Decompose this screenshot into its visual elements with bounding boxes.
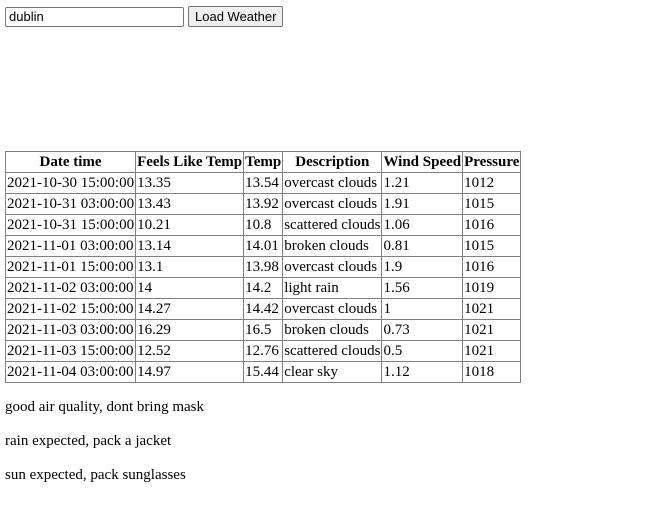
cell-feels-like-temp: 13.14: [135, 235, 245, 257]
sun-message: sun expected, pack sunglasses: [5, 467, 186, 483]
table-row: 2021-11-01 15:00:00 13.1 13.98 overcast clo…: [4, 256, 522, 278]
cell-temp: 14.01: [243, 235, 284, 257]
cell-wind-speed: 0.81: [381, 235, 464, 257]
cell-temp: 10.8: [243, 214, 284, 236]
cell-description: broken clouds: [282, 235, 383, 257]
cell-feels-like-temp: 16.29: [135, 319, 245, 341]
cell-description: overcast clouds: [282, 172, 383, 194]
cell-wind-speed: 1: [381, 298, 464, 320]
table-row: 2021-10-31 03:00:00 13.43 13.92 overcast cl…: [4, 193, 522, 215]
cell-description: light rain: [282, 277, 383, 299]
table-row: 2021-11-04 03:00:00 14.97 15.44 clear sky 1.…: [4, 361, 522, 383]
cell-feels-like-temp: 12.52: [135, 340, 245, 362]
cell-feels-like-temp: 13.35: [135, 172, 245, 194]
cell-pressure: 1015: [462, 235, 522, 257]
cell-date-time: 2021-11-04 03:00:00: [4, 361, 137, 383]
cell-pressure: 1021: [462, 298, 522, 320]
table-row: 2021-10-30 15:00:00 13.35 13.54 overcast cl…: [4, 172, 522, 194]
table-row: 2021-11-03 03:00:00 16.29 16.5 broken cloud…: [4, 319, 522, 341]
cell-description: overcast clouds: [282, 256, 383, 278]
cell-description: overcast clouds: [282, 298, 383, 320]
cell-pressure: 1018: [462, 361, 522, 383]
cell-wind-speed: 1.12: [381, 361, 464, 383]
cell-pressure: 1016: [462, 256, 522, 278]
cell-date-time: 2021-11-03 03:00:00: [4, 319, 137, 341]
cell-date-time: 2021-11-01 15:00:00: [4, 256, 137, 278]
cell-description: overcast clouds: [282, 193, 383, 215]
cell-feels-like-temp: 10.21: [135, 214, 245, 236]
cell-feels-like-temp: 14.27: [135, 298, 245, 320]
cell-description: clear sky: [282, 361, 383, 383]
cell-pressure: 1021: [462, 340, 522, 362]
cell-pressure: 1015: [462, 193, 522, 215]
header-pressure: Pressure: [462, 151, 522, 173]
cell-wind-speed: 1.06: [381, 214, 464, 236]
cell-description: scattered clouds: [282, 340, 383, 362]
cell-wind-speed: 1.91: [381, 193, 464, 215]
header-temp: Temp: [243, 151, 284, 173]
cell-wind-speed: 0.73: [381, 319, 464, 341]
cell-pressure: 1012: [462, 172, 522, 194]
header-feels-like-temp: Feels Like Temp: [135, 151, 245, 173]
cell-temp: 15.44: [243, 361, 284, 383]
header-date-time: Date time: [4, 151, 137, 173]
cell-feels-like-temp: 13.1: [135, 256, 245, 278]
cell-date-time: 2021-11-01 03:00:00: [4, 235, 137, 257]
cell-temp: 14.42: [243, 298, 284, 320]
cell-feels-like-temp: 14.97: [135, 361, 245, 383]
table-row: 2021-11-02 15:00:00 14.27 14.42 overcast cl…: [4, 298, 522, 320]
air-quality-message: good air quality, dont bring mask: [5, 399, 204, 415]
cell-description: scattered clouds: [282, 214, 383, 236]
cell-pressure: 1019: [462, 277, 522, 299]
cell-temp: 16.5: [243, 319, 284, 341]
forecast-table: Date time Feels Like Temp Temp Descripti…: [4, 151, 522, 383]
cell-date-time: 2021-11-03 15:00:00: [4, 340, 137, 362]
cell-date-time: 2021-11-02 03:00:00: [4, 277, 137, 299]
forecast-body: 2021-10-30 15:00:00 13.35 13.54 overcast cl…: [4, 172, 522, 383]
cell-description: broken clouds: [282, 319, 383, 341]
table-row: 2021-11-01 03:00:00 13.14 14.01 broken clou…: [4, 235, 522, 257]
cell-wind-speed: 1.9: [381, 256, 464, 278]
header-description: Description: [282, 151, 383, 173]
cell-feels-like-temp: 13.43: [135, 193, 245, 215]
load-weather-button[interactable]: Load Weather: [188, 6, 284, 27]
messages: good air quality, dont bring mask rain e…: [5, 399, 204, 501]
cell-temp: 13.92: [243, 193, 284, 215]
cell-temp: 12.76: [243, 340, 284, 362]
cell-pressure: 1016: [462, 214, 522, 236]
search-row: Load Weather: [5, 6, 284, 27]
city-input[interactable]: [5, 6, 184, 27]
rain-message: rain expected, pack a jacket: [5, 433, 172, 449]
cell-date-time: 2021-10-30 15:00:00: [4, 172, 137, 194]
cell-feels-like-temp: 14: [135, 277, 245, 299]
table-row: 2021-11-02 03:00:00 14 14.2 light rain 1.56 1…: [4, 277, 522, 299]
cell-date-time: 2021-10-31 03:00:00: [4, 193, 137, 215]
cell-temp: 14.2: [243, 277, 284, 299]
table-row: 2021-11-03 15:00:00 12.52 12.76 scattered c…: [4, 340, 522, 362]
cell-date-time: 2021-10-31 15:00:00: [4, 214, 137, 236]
cell-wind-speed: 1.56: [381, 277, 464, 299]
table-row: 2021-10-31 15:00:00 10.21 10.8 scattered cl…: [4, 214, 522, 236]
cell-pressure: 1021: [462, 319, 522, 341]
cell-temp: 13.54: [243, 172, 284, 194]
cell-date-time: 2021-11-02 15:00:00: [4, 298, 137, 320]
header-wind-speed: Wind Speed: [381, 151, 464, 173]
cell-wind-speed: 0.5: [381, 340, 464, 362]
cell-temp: 13.98: [243, 256, 284, 278]
cell-wind-speed: 1.21: [381, 172, 464, 194]
table-header-row: Date time Feels Like Temp Temp Descripti…: [4, 151, 522, 173]
